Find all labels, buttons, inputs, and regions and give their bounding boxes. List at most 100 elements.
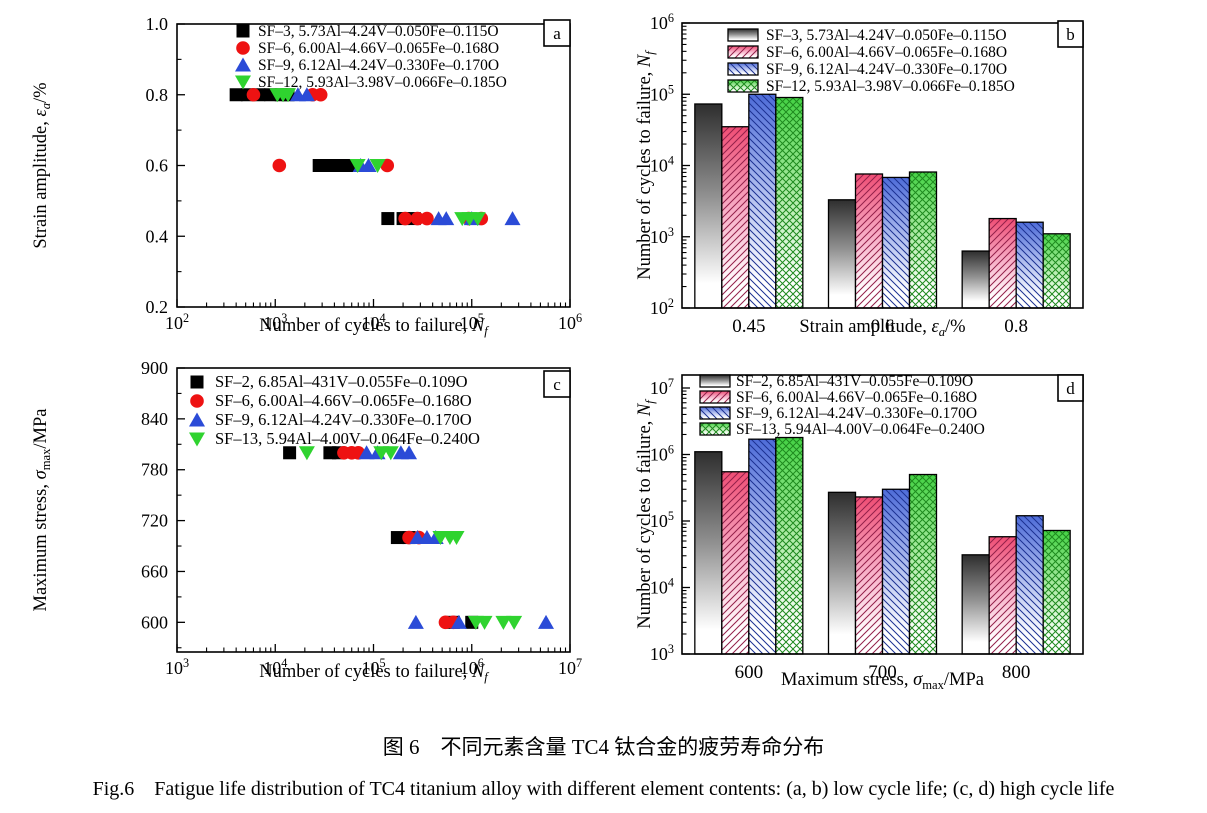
data-point — [246, 87, 261, 102]
bar-SF–6-0.45-hatch — [721, 126, 749, 308]
panel-label: b — [1057, 20, 1084, 48]
legend-swatch-border — [727, 62, 759, 76]
data-point — [381, 212, 395, 226]
y-tick-label: 900 — [141, 358, 168, 378]
bar-SF–9-800-hatch — [1016, 515, 1044, 654]
series-SF–6 — [246, 87, 489, 226]
x-tick-label: 104 — [263, 656, 287, 678]
data-point — [360, 158, 377, 172]
x-category-label: 0.8 — [1004, 316, 1028, 337]
panel-letter: b — [1066, 25, 1075, 44]
x-axis-title: Strain amplitude, εa/% — [799, 317, 965, 339]
bar-SF–6-600-hatch — [721, 471, 749, 654]
y-axis-title: Number of cycles to failure, Nf — [635, 399, 657, 629]
legend-swatch-hatch — [700, 391, 730, 403]
legend-label: SF–12, 5.93Al–3.98V–0.066Fe–0.185O — [766, 78, 1015, 95]
data-point — [272, 158, 287, 173]
bar-SF–6-0.8-hatch — [989, 218, 1017, 308]
y-axis-title: Strain amplitude, εa/% — [31, 82, 53, 248]
y-tick-label: 720 — [141, 511, 168, 531]
y-tick-label: 104 — [650, 576, 674, 598]
data-point — [506, 615, 523, 630]
panel-label-box — [1057, 20, 1084, 48]
x-tick-label: 105 — [460, 311, 484, 333]
y-axis: 102 103 104 105 106 — [650, 11, 690, 318]
legend-label: SF–9, 6.12Al–4.24V–0.330Fe–0.170O — [258, 57, 499, 74]
legend-swatch-hatch — [700, 407, 730, 419]
x-tick-label: 104 — [361, 311, 385, 333]
y-tick-label: 107 — [650, 376, 674, 398]
x-axis-title: Maximum stress, σmax/MPa — [781, 670, 984, 692]
bar-SF–6-800-hatch — [989, 536, 1017, 654]
data-point — [469, 212, 486, 227]
data-point — [401, 445, 418, 460]
panel-letter: c — [553, 375, 561, 394]
bar-SF–12-0.45-hatch — [775, 97, 803, 308]
bars — [694, 436, 1071, 655]
data-point — [358, 445, 375, 460]
legend-label: SF–13, 5.94Al–4.00V–0.064Fe–0.240O — [736, 421, 985, 438]
bar-SF–12-0.8-hatch — [1043, 233, 1071, 308]
x-category-label: 0.6 — [871, 316, 895, 337]
y-axis-title: Number of cycles to failure, Nf — [635, 50, 657, 280]
panel-b-bar-chart: 102 103 104 105 106 0.45 0.6 0.8 Strain amplitud… — [604, 0, 1207, 352]
x-category-label: 700 — [868, 662, 897, 683]
panel-a-scatter-chart: 102 103 104 105 106 0.2 0.4 0.6 0.8 1.0 Number of … — [0, 0, 604, 352]
legend-label: SF–2, 6.85Al–431V–0.055Fe–0.109O — [215, 372, 468, 391]
data-point — [410, 211, 425, 226]
legend-marker — [235, 57, 251, 72]
legend-swatch-border — [699, 374, 731, 388]
legend-swatch — [700, 375, 730, 387]
bar-SF–3-0.45 — [694, 103, 722, 308]
data-point — [538, 614, 555, 629]
data-point — [313, 87, 328, 102]
y-tick-label: 106 — [650, 11, 674, 33]
y-tick-label: 103 — [650, 642, 674, 664]
x-tick-label: 102 — [165, 311, 189, 333]
bars — [694, 93, 1071, 309]
x-axis-title: Number of cycles to failure, Nf — [259, 316, 489, 338]
bar-SF–2-700 — [828, 492, 856, 654]
data-point — [280, 88, 297, 103]
legend-label: SF–2, 6.85Al–431V–0.055Fe–0.109O — [736, 373, 973, 390]
legend-label: SF–6, 6.00Al–4.66V–0.065Fe–0.168O — [215, 391, 472, 410]
bar-SF–6-700-hatch — [855, 496, 883, 654]
legend-label: SF–13, 5.94Al–4.00V–0.064Fe–0.240O — [215, 429, 480, 448]
legend-swatch-border — [727, 79, 759, 93]
legend-marker — [189, 432, 205, 447]
x-axis: 0.45 0.6 0.8 — [732, 316, 1028, 337]
caption-english: Fig.6 Fatigue life distribution of TC4 t… — [92, 778, 1115, 800]
bar-SF–12-0.6-hatch — [909, 172, 937, 308]
y-axis: 0.2 0.4 0.6 0.8 1.0 — [146, 14, 185, 317]
y-tick-label: 104 — [650, 154, 674, 176]
legend-label: SF–6, 6.00Al–4.66V–0.065Fe–0.168O — [258, 40, 499, 57]
legend-label: SF–3, 5.73Al–4.24V–0.050Fe–0.115O — [258, 23, 499, 40]
bar-SF–13-600-hatch — [775, 437, 803, 654]
x-axis: 600 700 800 — [735, 662, 1031, 683]
y-tick-label: 0.4 — [146, 226, 169, 246]
panel-c-scatter-chart: 103 104 105 106 107 600 660 720 780 840 900 Number … — [0, 355, 604, 713]
panel-letter: a — [553, 24, 561, 43]
data-point — [504, 211, 521, 226]
caption-chinese: 图 6 不同元素含量 TC4 钛合金的疲劳寿命分布 — [382, 735, 825, 759]
legend-label: SF–9, 6.12Al–4.24V–0.330Fe–0.170O — [215, 410, 472, 429]
y-tick-label: 106 — [650, 443, 674, 465]
bar-SF–9-700-hatch — [882, 489, 910, 654]
y-tick-label: 0.2 — [146, 297, 169, 317]
x-tick-label: 106 — [558, 311, 582, 333]
panel-label: c — [543, 370, 571, 398]
y-tick-label: 600 — [141, 612, 168, 632]
bar-SF–3-0.6 — [828, 199, 856, 308]
x-category-label: 800 — [1002, 662, 1031, 683]
legend-swatch-hatch — [728, 63, 758, 75]
panel-label-box — [543, 370, 571, 398]
legend-swatch-hatch — [728, 46, 758, 58]
legend-marker — [190, 375, 204, 389]
legend-swatch-hatch — [728, 80, 758, 92]
data-point — [448, 531, 465, 546]
legend-swatch-hatch — [700, 423, 730, 435]
data-point — [420, 211, 434, 226]
legend-marker — [235, 75, 251, 90]
y-axis-title: Maximum stress, σmax/MPa — [31, 409, 53, 612]
